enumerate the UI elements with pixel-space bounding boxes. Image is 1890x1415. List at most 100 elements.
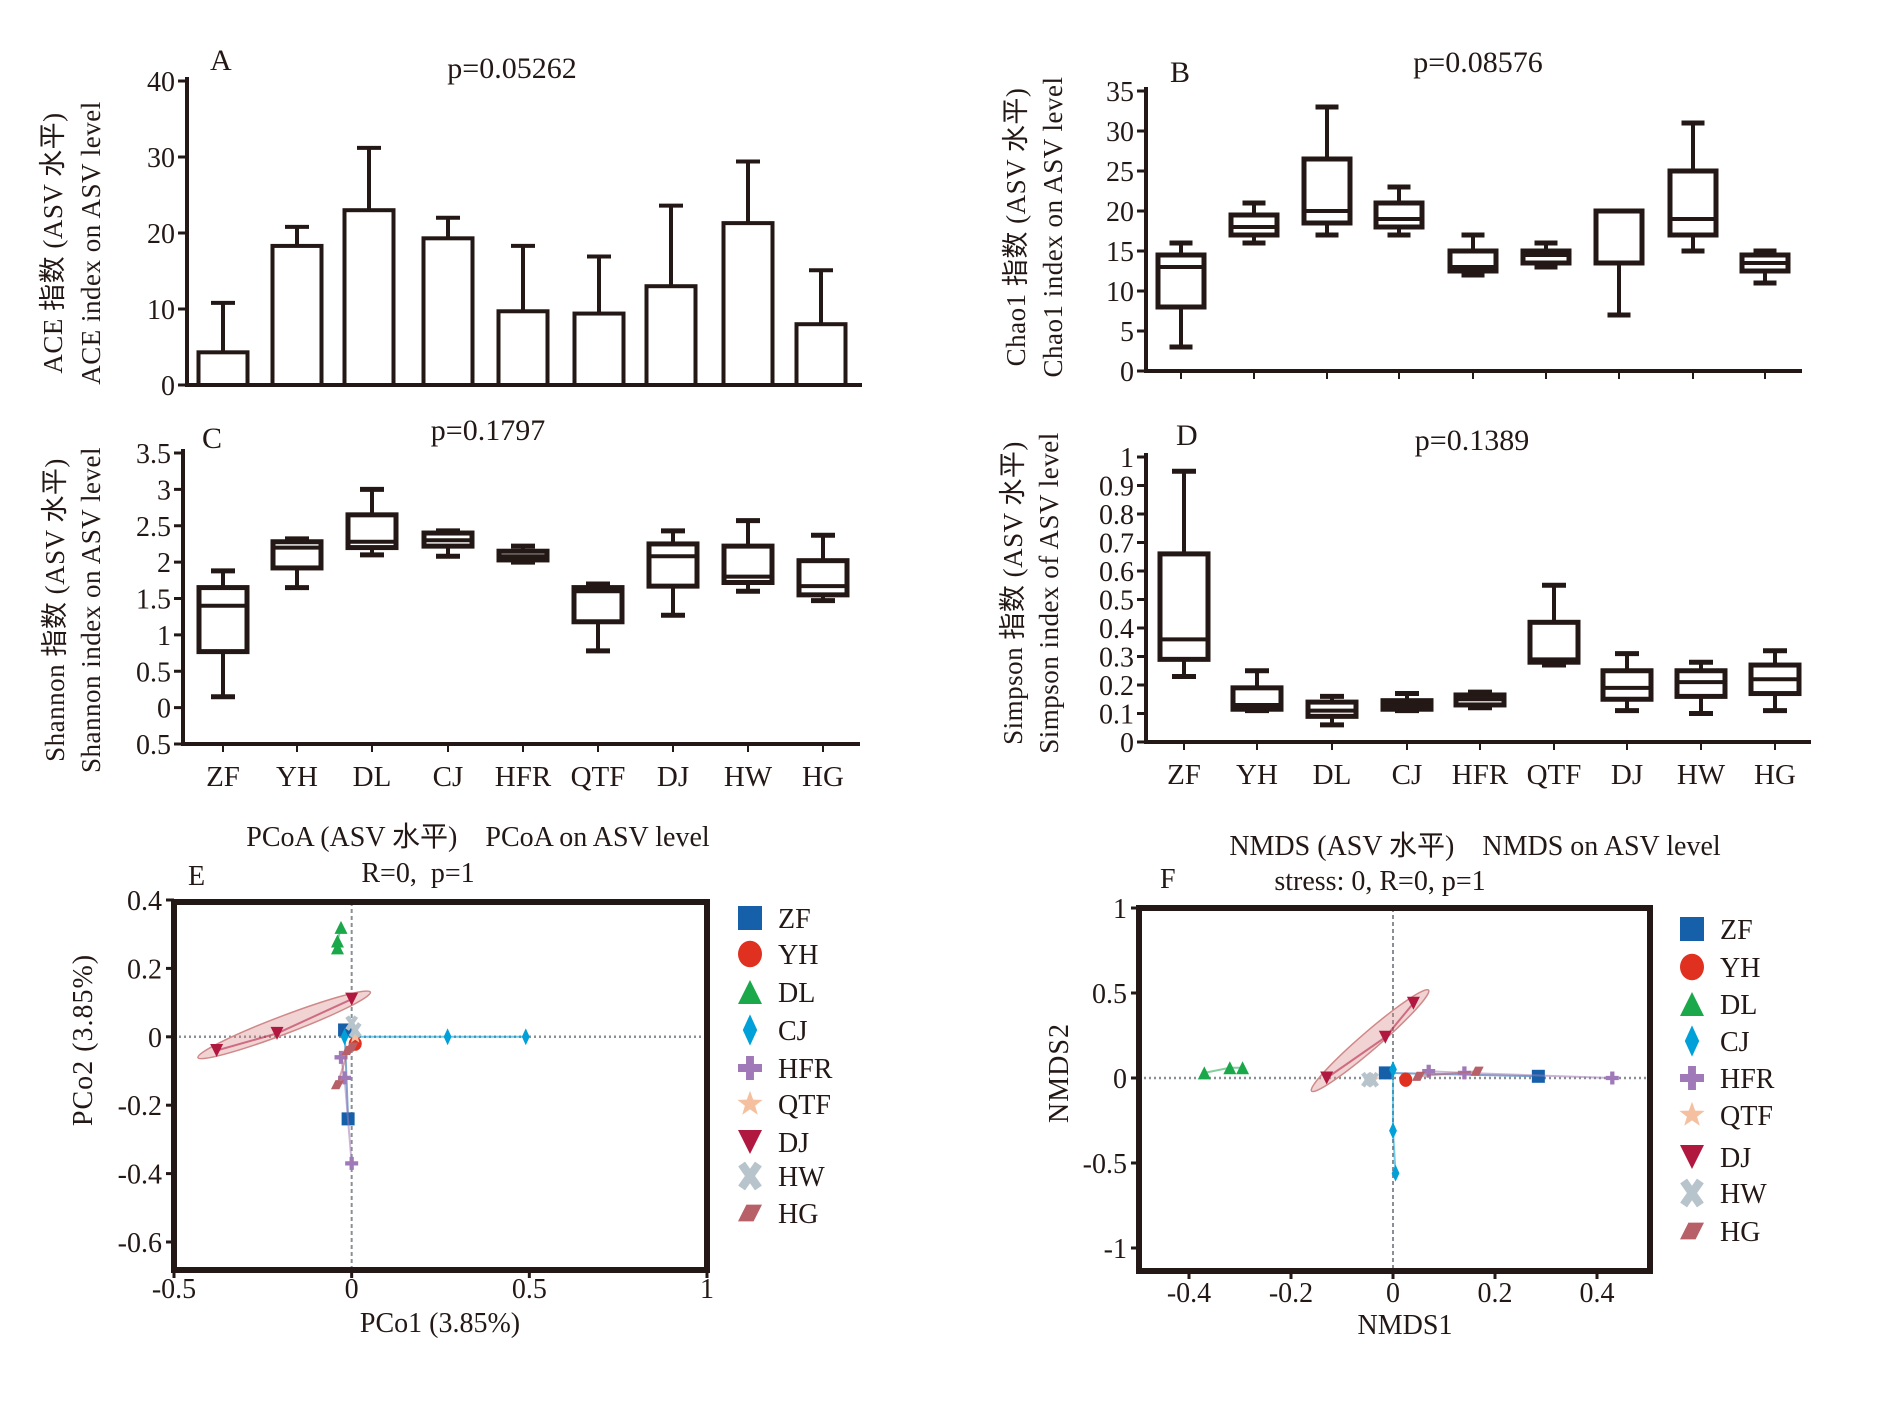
plot-frame <box>171 899 710 1273</box>
legend-label: HW <box>778 1162 825 1193</box>
y-tick-label: -0.5 <box>1083 1149 1127 1180</box>
y-tick-label: 1.5 <box>136 585 171 616</box>
legend-item-CJ: CJ <box>742 1014 808 1047</box>
legend-label: YH <box>778 940 818 971</box>
data-point-DJ <box>1320 1071 1334 1085</box>
y-tick-label: 30 <box>1106 117 1134 148</box>
data-point-DL <box>1197 1066 1211 1080</box>
x-axis-label: PCo1 (3.85%) <box>360 1308 520 1339</box>
y-axis-label: Simpson 指数 (ASV 水平) <box>998 441 1028 745</box>
x-tick-label: HW <box>724 761 773 793</box>
y-tick-label: 0 <box>148 1023 162 1054</box>
data-point-DL <box>334 920 348 934</box>
x-tick-label: -0.2 <box>1269 1278 1313 1309</box>
x-tick-label: CJ <box>1392 759 1423 791</box>
y-tick-label: 0.5 <box>136 657 171 688</box>
confidence-ellipse <box>1310 988 1430 1093</box>
data-point-DL <box>1236 1061 1250 1075</box>
x-tick-label: QTF <box>1527 759 1582 791</box>
panel-label: D <box>1176 419 1198 452</box>
x-tick-label: QTF <box>571 761 626 793</box>
data-point-DJ <box>345 992 359 1006</box>
panel-label: C <box>202 422 222 455</box>
panel-label: B <box>1170 56 1190 89</box>
y-tick-label: 25 <box>1106 157 1134 188</box>
panel-E: PCoA (ASV 水平) PCoA on ASV level R=0, p=1 E… <box>68 821 833 1339</box>
x-tick-label: DJ <box>657 761 689 793</box>
y-tick-label: 0 <box>161 371 175 402</box>
legend-item-YH: YH <box>1680 953 1760 984</box>
circle-icon <box>738 940 762 968</box>
star-icon <box>737 1090 763 1115</box>
series-HW <box>1361 1071 1380 1088</box>
y-tick-label: 1 <box>157 621 171 652</box>
legend-item-HW: HW <box>1680 1178 1767 1210</box>
legend-label: QTF <box>778 1090 831 1121</box>
x-tick-label: ZF <box>206 761 240 793</box>
bar <box>496 309 550 387</box>
y-tick-label: 0 <box>1113 1064 1127 1095</box>
panel-F: NMDS (ASV 水平) NMDS on ASV level stress: 0… <box>1044 830 1775 1341</box>
legend-label: HFR <box>1720 1064 1775 1095</box>
data-point-HG <box>330 1080 344 1090</box>
square-icon <box>738 906 762 930</box>
series-HG <box>330 1042 359 1090</box>
legend-label: DJ <box>778 1128 809 1159</box>
legend-label: HW <box>1720 1179 1767 1210</box>
x-tick-label: 0.2 <box>1478 1278 1513 1309</box>
y-tick-label: 0 <box>157 694 171 725</box>
legend-item-YH: YH <box>738 940 818 971</box>
x-tick-label: YH <box>276 761 318 793</box>
data-point-DJ <box>1378 1030 1392 1044</box>
legend-label: ZF <box>778 904 811 935</box>
star-icon <box>1679 1101 1705 1126</box>
y-tick-label: 0.4 <box>1099 614 1134 645</box>
y-tick-label: 0.3 <box>1099 643 1134 674</box>
y-tick-label: -0.6 <box>118 1228 162 1259</box>
y-tick-label: -1 <box>1104 1234 1127 1265</box>
box <box>1157 551 1211 662</box>
x-tick-label: DL <box>353 761 392 793</box>
x-tick-label: -0.5 <box>152 1274 196 1305</box>
bar <box>270 243 324 387</box>
box <box>1301 156 1353 226</box>
chart-title: p=0.1389 <box>1415 424 1529 457</box>
y-tick-label: 0.2 <box>127 954 162 985</box>
y-tick-label: 5 <box>1120 317 1134 348</box>
group-outline <box>1418 1070 1478 1078</box>
data-point-CJ <box>340 1028 349 1046</box>
legend-label: CJ <box>778 1016 808 1047</box>
y-tick-label: 20 <box>147 219 175 250</box>
y-tick-label: 0 <box>1120 728 1134 759</box>
x-tick-label: 0.4 <box>1580 1278 1615 1309</box>
y-tick-label: 0.5 <box>1092 979 1127 1010</box>
panel-label: E <box>188 861 205 892</box>
data-point-HG <box>345 1042 359 1052</box>
legend-item-HFR: HFR <box>738 1054 833 1085</box>
legend-item-DJ: DJ <box>1680 1143 1751 1174</box>
legend-label: QTF <box>1720 1101 1773 1132</box>
legend-item-DL: DL <box>1680 990 1757 1021</box>
box <box>1600 668 1654 702</box>
group-outline <box>1204 1066 1243 1074</box>
x-icon <box>738 1161 762 1191</box>
chart-title: p=0.05262 <box>447 52 576 85</box>
bar <box>421 236 475 387</box>
y-tick-label: 40 <box>147 67 175 98</box>
data-point-ZF <box>1378 1066 1392 1080</box>
box <box>1667 168 1719 238</box>
series-DJ <box>1310 988 1430 1093</box>
legend-label: CJ <box>1720 1027 1750 1058</box>
x-tick-label: HG <box>802 761 844 793</box>
y-tick-label: 35 <box>1106 77 1134 108</box>
y-tick-label: 2 <box>157 548 171 579</box>
bar <box>721 221 775 387</box>
triangle-down-icon <box>738 1130 762 1154</box>
series-DL <box>1197 1061 1250 1080</box>
box <box>1593 208 1645 266</box>
data-point-DJ <box>270 1026 284 1040</box>
plus-icon <box>1680 1066 1705 1091</box>
